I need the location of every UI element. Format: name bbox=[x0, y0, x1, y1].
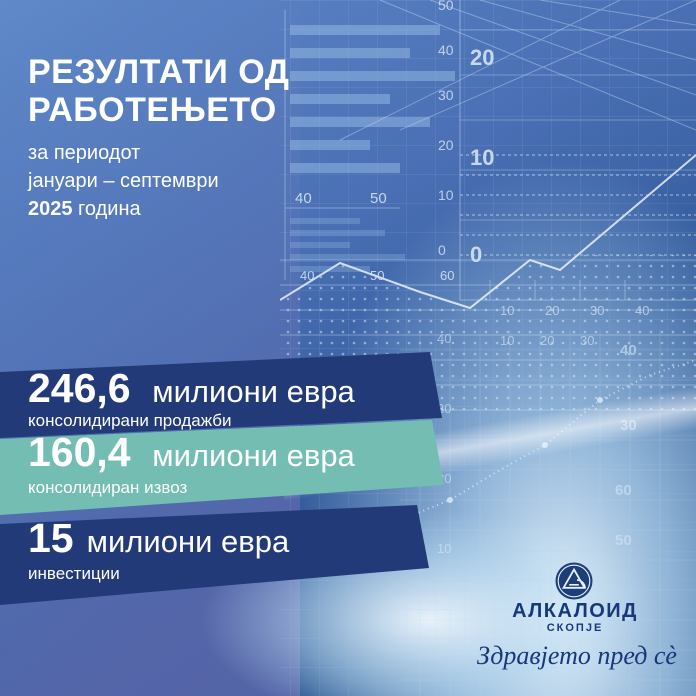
svg-text:Здравјето пред сѐ: Здравјето пред сѐ bbox=[477, 641, 677, 670]
